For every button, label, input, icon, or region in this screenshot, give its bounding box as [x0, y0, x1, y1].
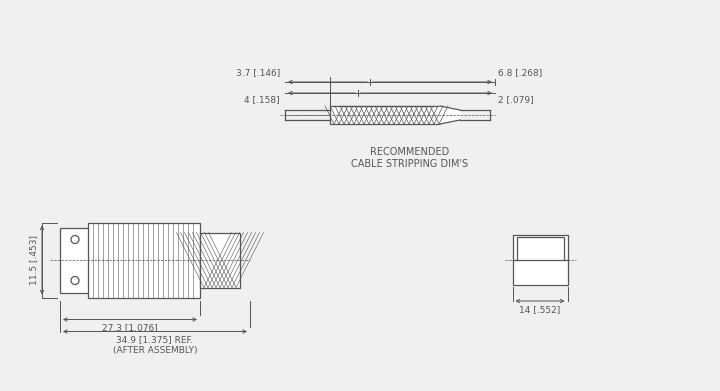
Text: 4 [.158]: 4 [.158]	[244, 95, 280, 104]
Text: 34.9 [1.375] REF.: 34.9 [1.375] REF.	[117, 335, 194, 344]
Bar	[88, 222, 200, 298]
Bar	[200, 233, 240, 287]
Text: 27.3 [1.076]: 27.3 [1.076]	[102, 323, 158, 332]
Bar	[60, 228, 90, 292]
Text: 2 [.079]: 2 [.079]	[498, 95, 534, 104]
Bar	[513, 235, 567, 285]
Text: 11.5 [.453]: 11.5 [.453]	[29, 235, 38, 285]
Text: 14 [.552]: 14 [.552]	[519, 305, 561, 314]
Text: RECOMMENDED
CABLE STRIPPING DIM'S: RECOMMENDED CABLE STRIPPING DIM'S	[351, 147, 469, 169]
Text: 6.8 [.268]: 6.8 [.268]	[498, 68, 542, 77]
Text: (AFTER ASSEMBLY): (AFTER ASSEMBLY)	[113, 346, 197, 355]
Circle shape	[71, 235, 79, 244]
Bar	[516, 237, 564, 260]
Bar	[330, 106, 440, 124]
Circle shape	[71, 276, 79, 285]
Text: 3.7 [.146]: 3.7 [.146]	[235, 68, 280, 77]
Polygon shape	[440, 106, 460, 124]
